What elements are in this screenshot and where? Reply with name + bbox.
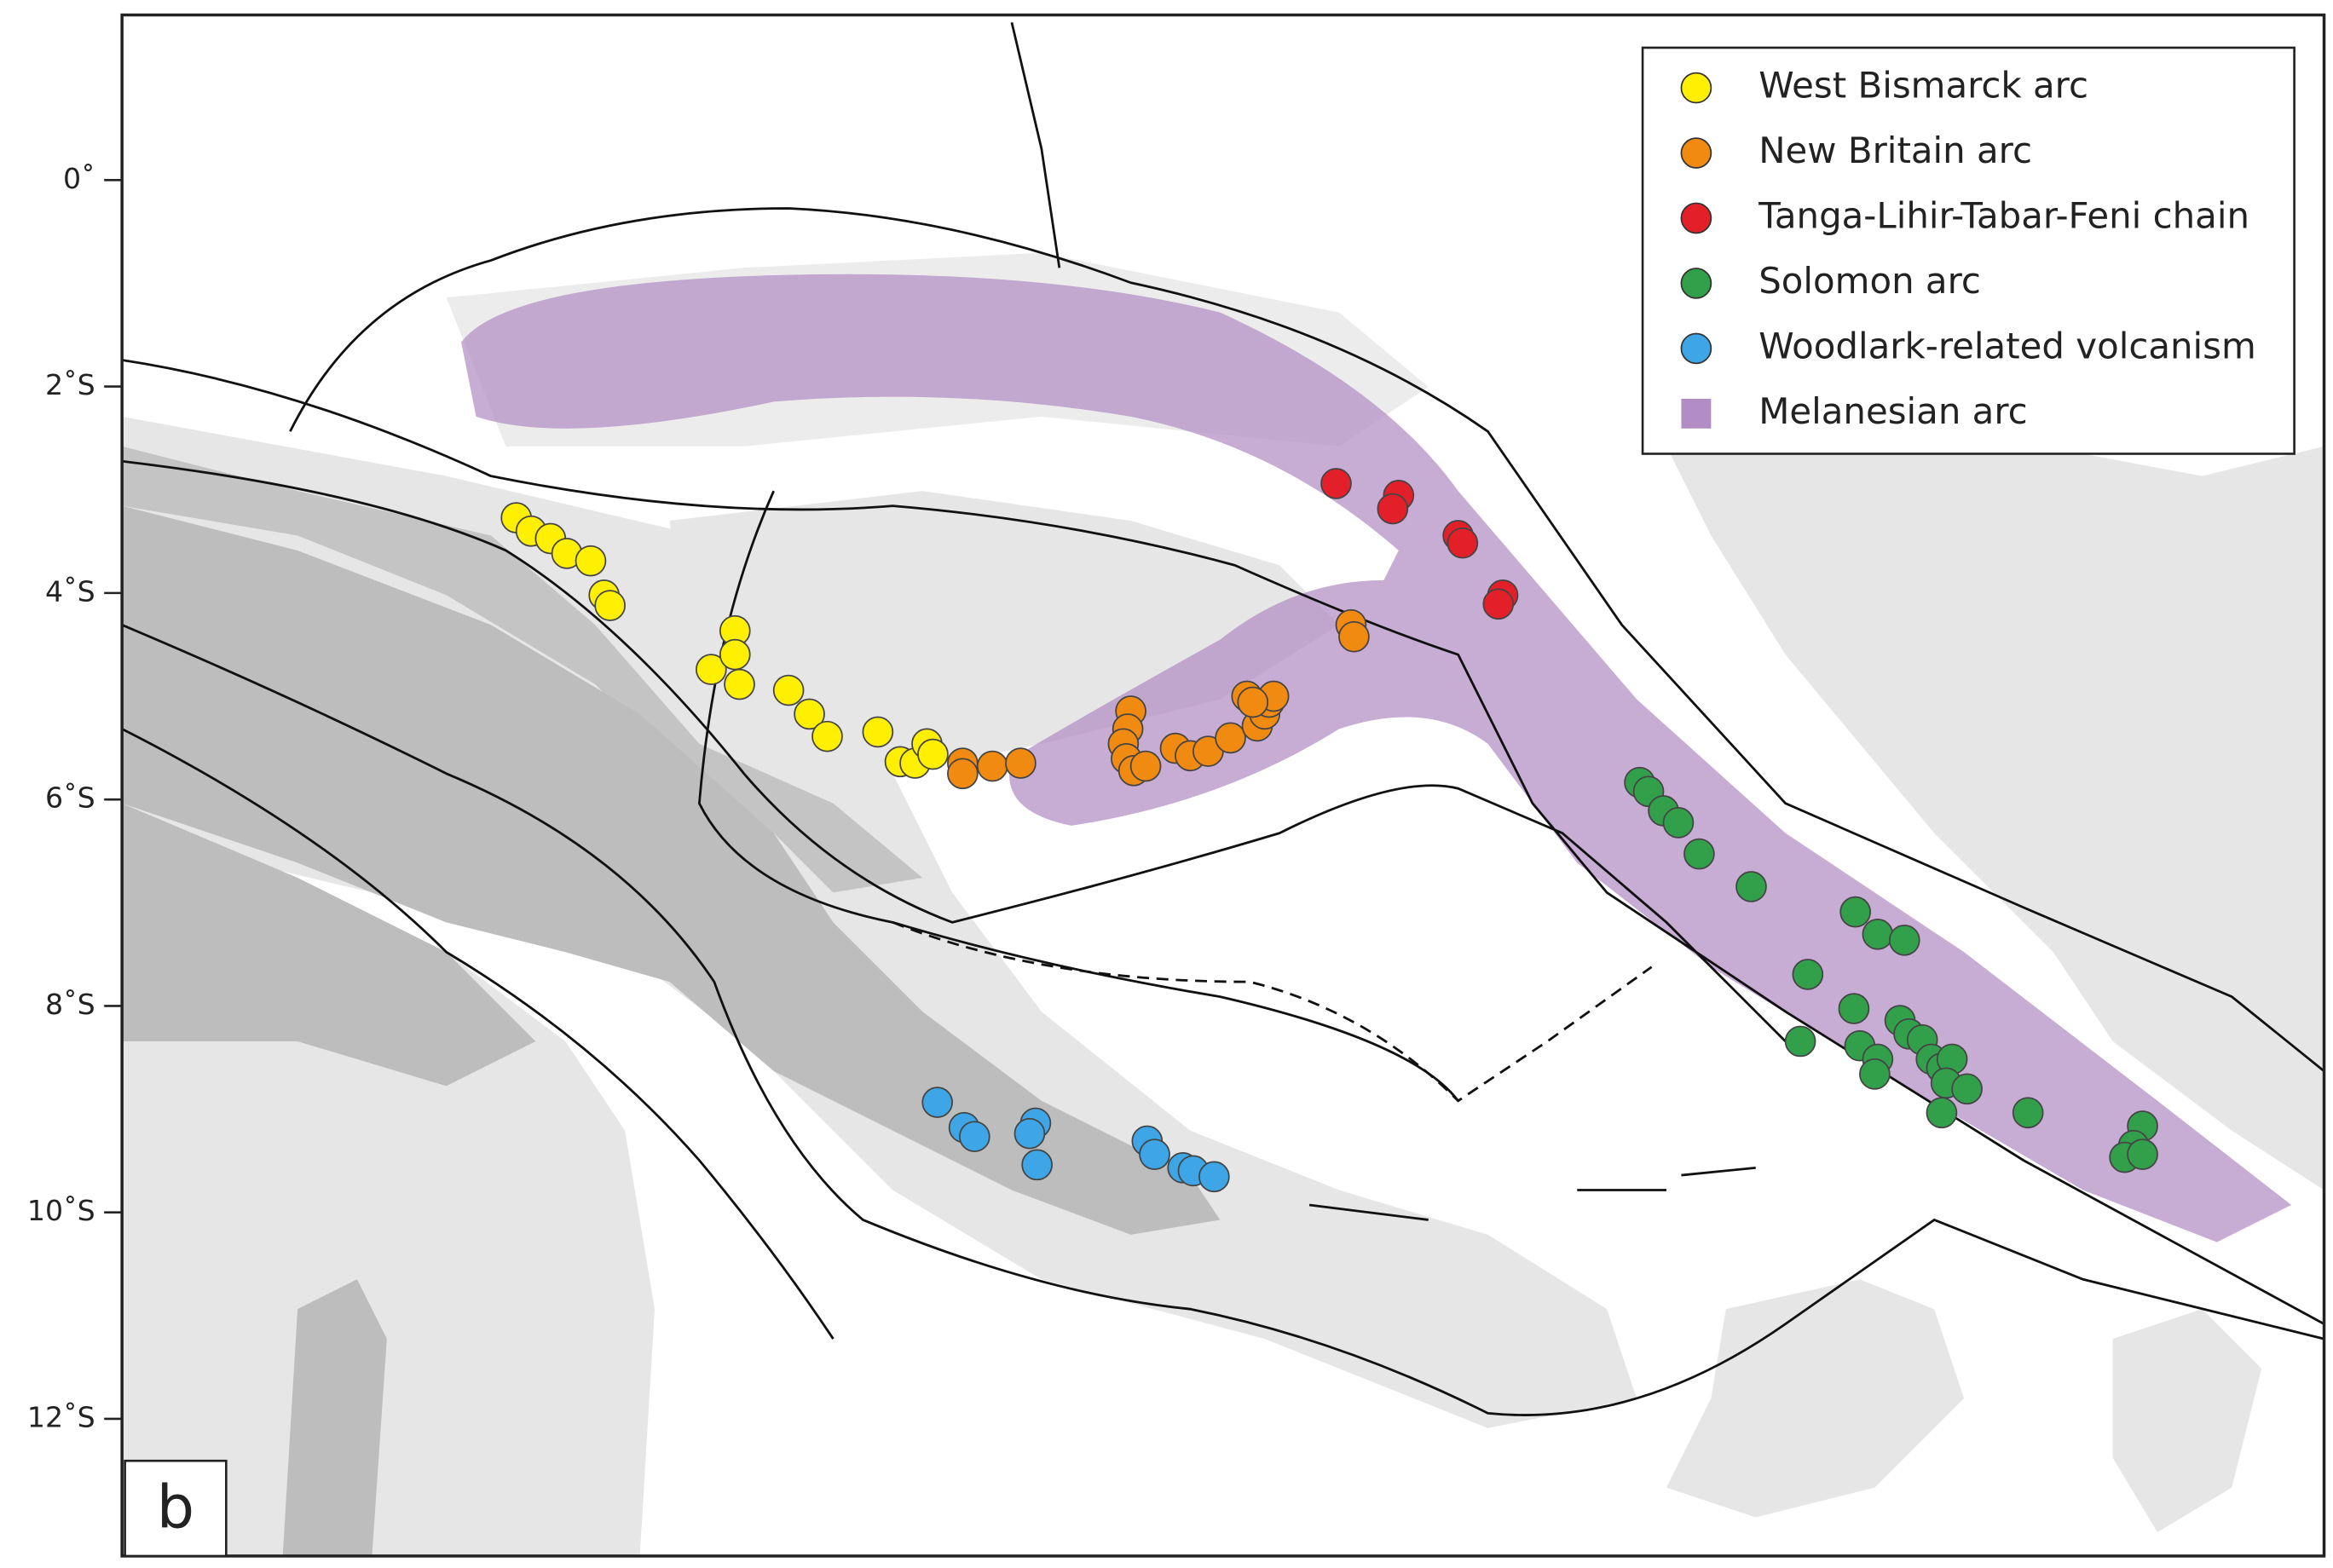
volcano bbox=[794, 698, 825, 730]
legend-swatch bbox=[1681, 398, 1712, 429]
panel-label-box: b bbox=[124, 1459, 228, 1558]
volcano bbox=[1021, 1149, 1053, 1181]
volcano bbox=[1862, 918, 1894, 950]
volcano bbox=[1839, 896, 1872, 928]
lat-label: 0˚ bbox=[63, 162, 95, 195]
panel-label-frame bbox=[124, 1459, 228, 1558]
new-guinea-south bbox=[122, 803, 536, 1087]
volcano bbox=[1198, 1161, 1230, 1193]
new-guinea bbox=[122, 505, 1221, 1235]
fault bbox=[122, 728, 834, 1340]
lat-label: 4˚S bbox=[45, 574, 95, 608]
volcano bbox=[811, 720, 843, 752]
legend-label: West Bismarck arc bbox=[1758, 65, 2088, 107]
volcano bbox=[1792, 959, 1824, 990]
volcano bbox=[1320, 468, 1352, 499]
land-east bbox=[1666, 431, 2324, 1190]
volcano bbox=[2012, 1097, 2044, 1129]
volcano bbox=[1859, 1058, 1891, 1090]
volcano bbox=[921, 1087, 954, 1118]
spreading-ridge bbox=[1308, 1166, 1756, 1221]
volcano bbox=[2127, 1139, 2158, 1170]
map-frame bbox=[120, 13, 2326, 1558]
lat-label: 2˚S bbox=[45, 368, 95, 401]
volcano bbox=[594, 590, 626, 621]
legend-box bbox=[1641, 46, 2295, 455]
legend-swatch bbox=[1680, 72, 1712, 104]
volcano bbox=[1683, 838, 1715, 870]
legend-label: Solomon arc bbox=[1758, 260, 1981, 302]
volcano bbox=[1735, 871, 1767, 902]
volcano bbox=[696, 654, 727, 685]
volcano bbox=[1139, 1139, 1170, 1170]
volcano bbox=[1215, 722, 1246, 754]
volcano bbox=[1784, 1025, 1816, 1058]
volcano bbox=[1338, 620, 1370, 653]
panel-label: b bbox=[157, 1473, 194, 1542]
volcano bbox=[862, 716, 894, 748]
volcano bbox=[1377, 493, 1409, 525]
island bbox=[1666, 1279, 1965, 1518]
fault bbox=[1010, 21, 1061, 268]
volcano bbox=[1838, 993, 1870, 1024]
legend-items: West Bismarck arc New Britain arc Tanga-Li… bbox=[1680, 65, 2256, 432]
volcano bbox=[976, 750, 1008, 782]
fault bbox=[122, 459, 1787, 1042]
lat-label: 8˚S bbox=[45, 988, 95, 1021]
volcano bbox=[1482, 588, 1515, 620]
legend-label: Melanesian arc bbox=[1758, 390, 2027, 432]
fault bbox=[122, 623, 2324, 1416]
legend-label: Woodlark-related volcanism bbox=[1758, 325, 2256, 366]
lat-label: 10˚S bbox=[27, 1194, 95, 1227]
legend-swatch bbox=[1680, 202, 1712, 234]
volcano bbox=[1237, 686, 1269, 718]
volcano bbox=[1005, 747, 1037, 779]
volcano bbox=[1951, 1073, 1983, 1105]
fault-uncertain bbox=[892, 921, 1653, 1103]
legend-label: New Britain arc bbox=[1758, 130, 2032, 171]
map-layers bbox=[122, 21, 2324, 1556]
island bbox=[2112, 1309, 2262, 1533]
latitude-axis: 0˚ 2˚S 4˚S 6˚S 8˚S 10˚S 12˚S bbox=[27, 162, 123, 1433]
volcano bbox=[1013, 1117, 1046, 1150]
lat-label: 12˚S bbox=[27, 1400, 95, 1433]
legend: West Bismarck arc New Britain arc Tanga-Li… bbox=[1641, 46, 2295, 455]
volcano bbox=[1662, 807, 1695, 839]
volcano bbox=[1129, 750, 1162, 782]
volcano bbox=[724, 668, 755, 700]
lat-label: 6˚S bbox=[45, 781, 95, 815]
fault bbox=[122, 359, 2324, 1325]
volcano bbox=[1926, 1097, 1958, 1129]
volcano bbox=[1888, 924, 1920, 956]
volcano bbox=[719, 638, 751, 671]
cape-york bbox=[282, 1279, 387, 1556]
legend-swatch bbox=[1680, 268, 1712, 299]
legend-swatch bbox=[1680, 332, 1712, 365]
volcano bbox=[958, 1121, 990, 1153]
volcano bbox=[1447, 527, 1479, 559]
volcano bbox=[772, 674, 805, 706]
volcano-points bbox=[500, 468, 2158, 1193]
melanesian-arc-area bbox=[461, 274, 2292, 1242]
legend-swatch bbox=[1680, 137, 1712, 169]
volcano bbox=[575, 545, 607, 577]
fault bbox=[289, 207, 2324, 1072]
volcano bbox=[917, 738, 949, 770]
volcano bbox=[947, 758, 979, 790]
coast bbox=[122, 446, 923, 893]
legend-label: Tanga-Lihir-Tabar-Feni chain bbox=[1758, 194, 2249, 236]
